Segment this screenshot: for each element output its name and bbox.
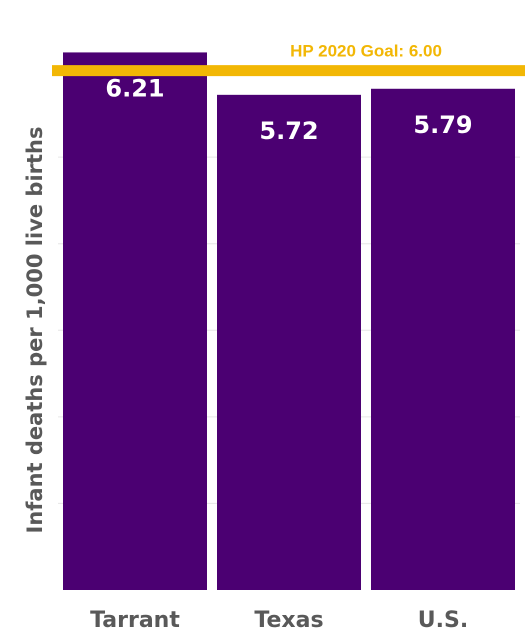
- bar-tarrant: [63, 52, 207, 591]
- bar-value-label: 6.21: [105, 74, 164, 102]
- category-label: U.S.: [418, 608, 468, 633]
- category-label: Tarrant: [90, 608, 180, 633]
- bars: [63, 52, 515, 591]
- category-label: Texas: [254, 608, 323, 633]
- goal-label: HP 2020 Goal: 6.00: [290, 42, 442, 61]
- value-labels: 6.21 5.72 5.79: [105, 74, 472, 144]
- bar-texas: [217, 94, 361, 591]
- bar-value-label: 5.72: [259, 117, 318, 145]
- category-labels: Tarrant Texas U.S.: [90, 608, 468, 633]
- bar-us: [371, 88, 515, 590]
- bar-value-label: 5.79: [413, 111, 472, 139]
- y-axis-label: Infant deaths per 1,000 live births: [23, 126, 47, 533]
